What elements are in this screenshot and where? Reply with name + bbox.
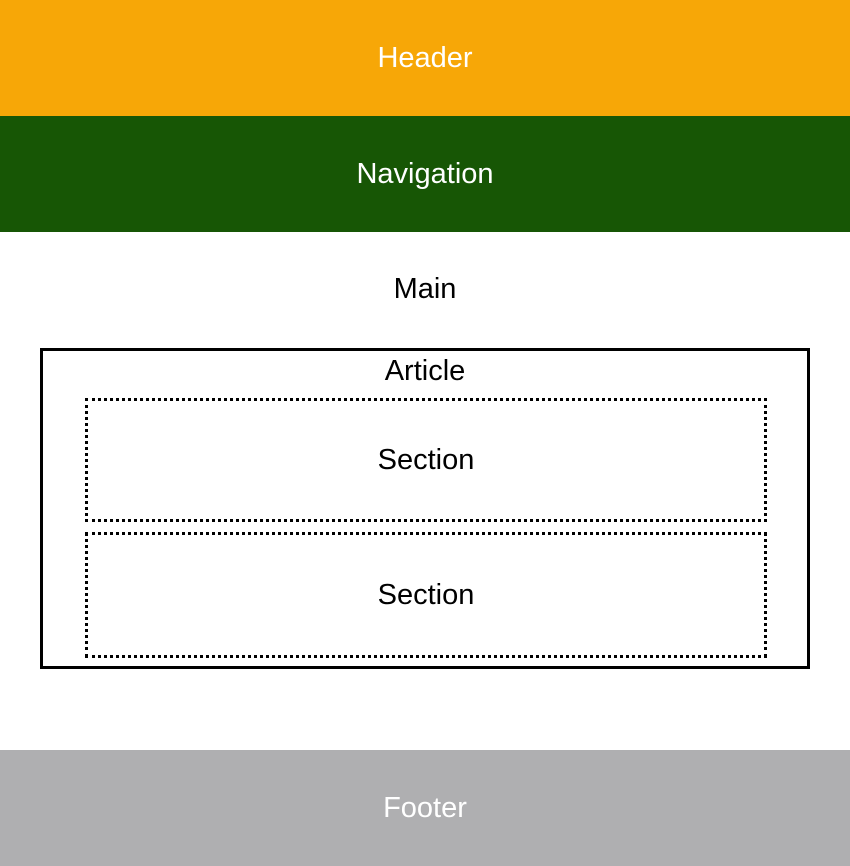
footer-label: Footer bbox=[383, 791, 467, 824]
navigation-block: Navigation bbox=[0, 116, 850, 232]
article-block: Article Section Section bbox=[40, 348, 810, 669]
section-block-2: Section bbox=[85, 532, 767, 658]
section-block-1: Section bbox=[85, 398, 767, 522]
main-label: Main bbox=[393, 273, 457, 305]
header-label: Header bbox=[377, 41, 473, 74]
article-label: Article bbox=[384, 355, 466, 387]
section-label-2: Section bbox=[377, 578, 475, 611]
section-label-1: Section bbox=[377, 443, 475, 476]
header-block: Header bbox=[0, 0, 850, 116]
footer-block: Footer bbox=[0, 750, 850, 866]
navigation-label: Navigation bbox=[356, 157, 494, 190]
